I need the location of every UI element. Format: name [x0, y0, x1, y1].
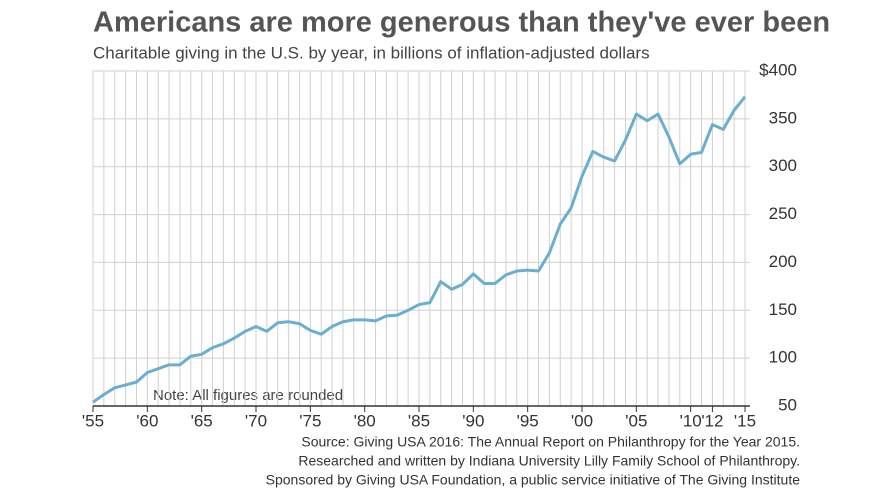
y-tick-label: 250 [769, 204, 797, 223]
x-tick-label: '12 [701, 411, 723, 430]
annotation: Note: All figures are rounded [153, 387, 343, 404]
y-tick-label: 150 [769, 300, 797, 319]
source: Sponsored by Giving USA Foundation, a pu… [266, 472, 801, 488]
x-tick-label: '80 [354, 411, 376, 430]
x-tick-label: '15 [734, 411, 756, 430]
x-tick-label: '00 [571, 411, 593, 430]
y-tick-label: 300 [769, 156, 797, 175]
x-tick-label: '55 [82, 411, 104, 430]
line [92, 95, 747, 404]
x-tick-label: '85 [408, 411, 430, 430]
x-tick-label: '05 [625, 411, 647, 430]
x-tick-label: '90 [462, 411, 484, 430]
x-tick-label: '70 [245, 411, 267, 430]
x-tick-label: '60 [136, 411, 158, 430]
chart-subtitle: Charitable giving in the U.S. by year, i… [93, 43, 650, 62]
y-tick-label: 350 [769, 108, 797, 127]
source: Source: Giving USA 2016: The Annual Repo… [301, 434, 800, 450]
y-tick-label: 100 [769, 348, 797, 367]
chart-title: Americans are more generous than they've… [93, 7, 830, 39]
x-tick-label: '75 [299, 411, 321, 430]
x-tick-label: '10 [680, 411, 702, 430]
y-tick-label: 200 [769, 252, 797, 271]
y-tick-label: 50 [778, 395, 797, 414]
source: Researched and written by Indiana Univer… [298, 453, 800, 469]
x-tick-label: '95 [517, 411, 539, 430]
y-tick-label: $400 [759, 60, 797, 79]
x-tick-label: '65 [191, 411, 213, 430]
